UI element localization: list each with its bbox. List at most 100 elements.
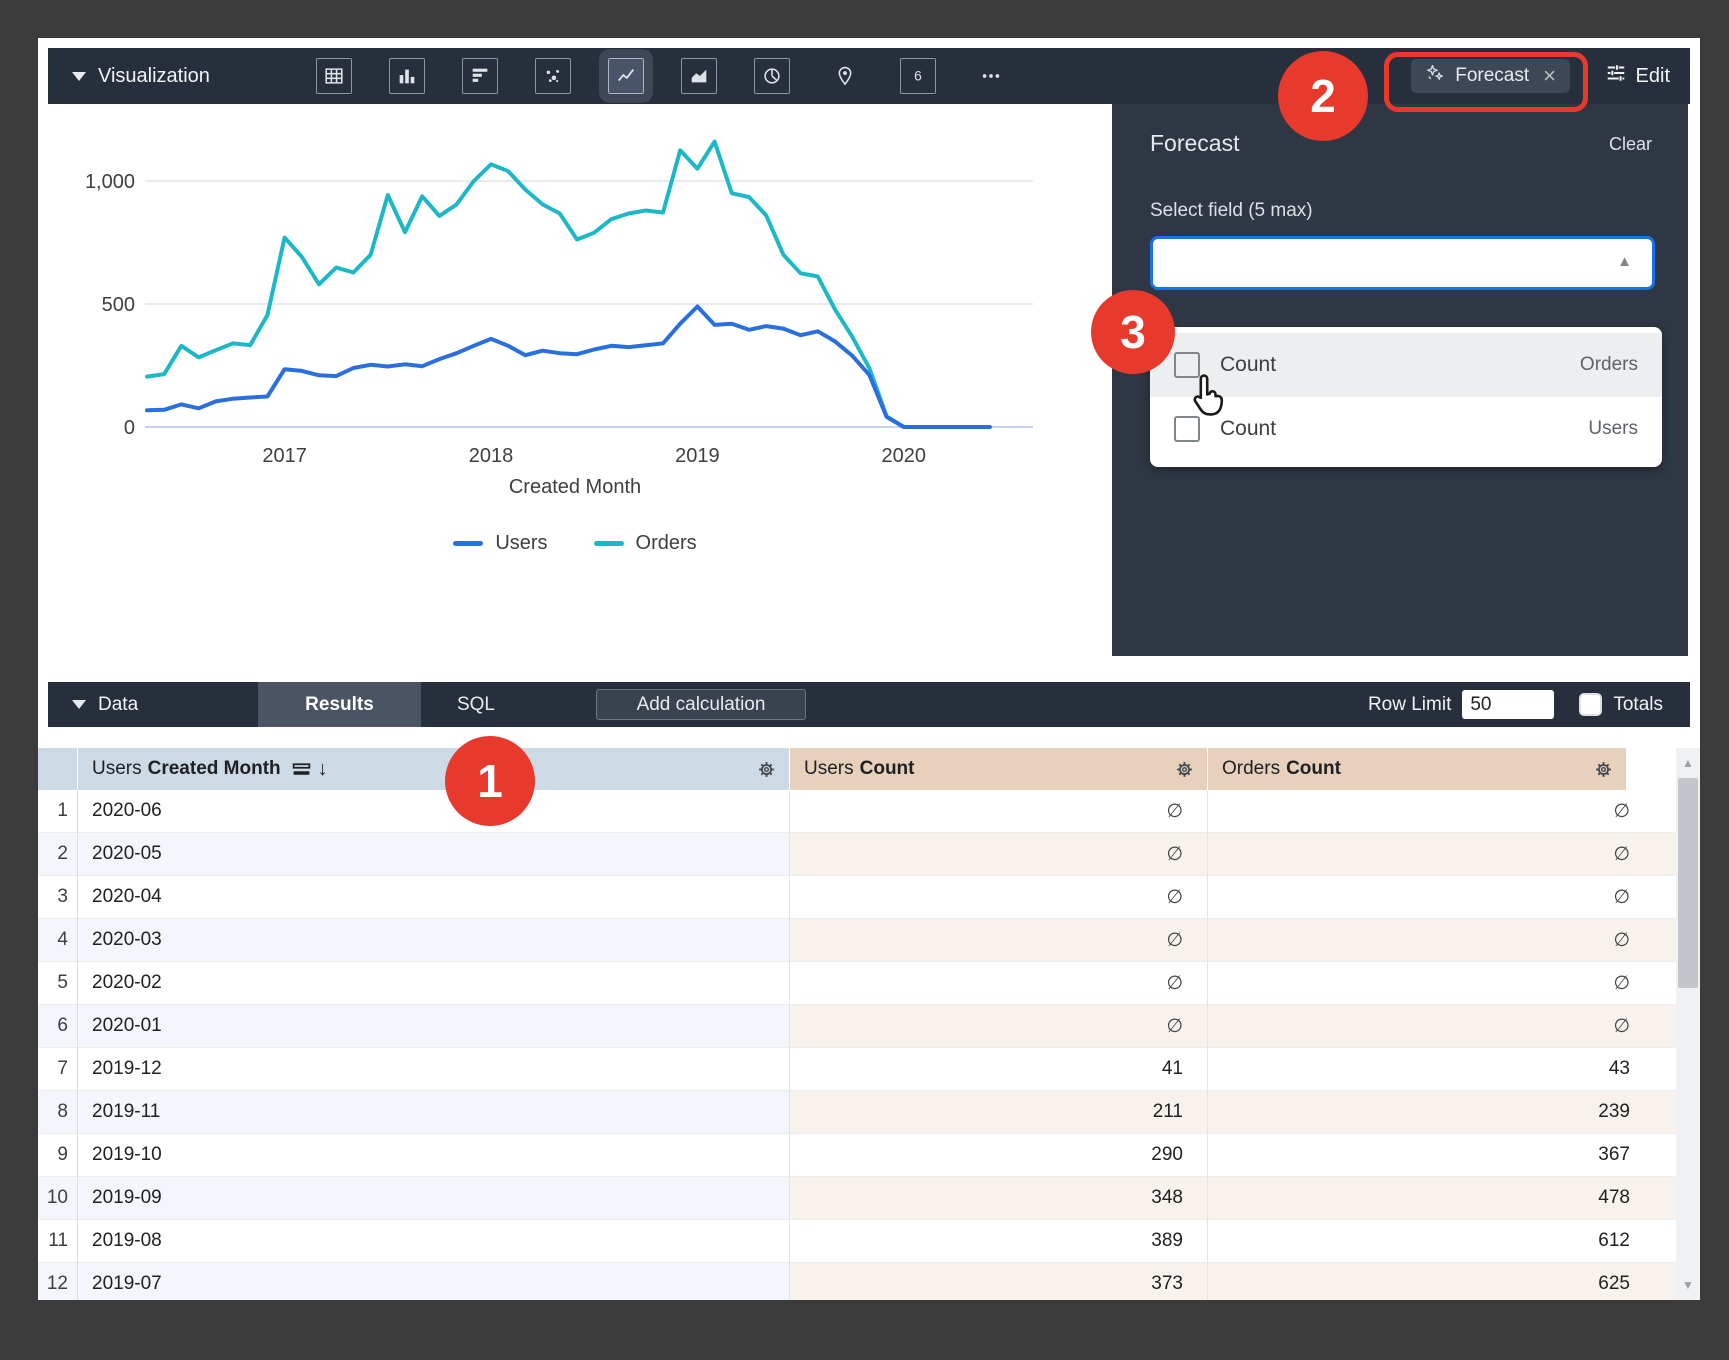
cell-users-count[interactable]: 389	[790, 1220, 1208, 1263]
single-value-icon[interactable]: 6	[900, 58, 936, 94]
map-pin-icon[interactable]	[827, 58, 863, 94]
area-chart-icon[interactable]	[681, 58, 717, 94]
vertical-scrollbar[interactable]: ▲ ▼	[1676, 748, 1700, 1300]
cell-created-month[interactable]: 2020-05	[78, 833, 790, 876]
cell-created-month[interactable]: 2019-11	[78, 1091, 790, 1134]
column-gear-icon[interactable]	[756, 759, 777, 780]
cell-users-count[interactable]: 348	[790, 1177, 1208, 1220]
cell-created-month[interactable]: 2019-12	[78, 1048, 790, 1091]
scrollbar-thumb[interactable]	[1678, 778, 1698, 988]
cell-users-count[interactable]: 41	[790, 1048, 1208, 1091]
cell-created-month[interactable]: 2020-03	[78, 919, 790, 962]
collapse-caret-icon[interactable]	[72, 71, 86, 81]
bar-chart-icon[interactable]	[389, 58, 425, 94]
cell-created-month-value: 2020-03	[92, 929, 162, 950]
row-number[interactable]: 5	[38, 962, 78, 1005]
collapse-caret-icon[interactable]	[72, 700, 86, 709]
cell-created-month[interactable]: 2019-07	[78, 1263, 790, 1300]
cell-orders-count[interactable]: ∅	[1208, 876, 1676, 919]
cell-users-count-value: ∅	[1166, 886, 1183, 908]
cell-orders-count[interactable]: ∅	[1208, 833, 1676, 876]
data-section-header[interactable]: Data	[72, 682, 138, 727]
row-number[interactable]: 8	[38, 1091, 78, 1134]
column-header-orders-count[interactable]: Orders Count	[1208, 748, 1626, 790]
collapse-arrow-icon[interactable]: ▲	[1617, 253, 1632, 270]
cell-users-count[interactable]: 211	[790, 1091, 1208, 1134]
cell-users-count[interactable]: ∅	[790, 919, 1208, 962]
cell-users-count[interactable]: 290	[790, 1134, 1208, 1177]
series-line-users[interactable]	[145, 304, 992, 429]
scroll-up-icon[interactable]: ▲	[1682, 756, 1694, 770]
visualization-section-header[interactable]: Visualization	[72, 48, 210, 104]
column-header-users-count[interactable]: Users Count	[790, 748, 1208, 790]
field-option-users-count[interactable]: Count Users	[1150, 397, 1662, 461]
cell-created-month[interactable]: 2020-06	[78, 790, 790, 833]
tab-sql[interactable]: SQL	[456, 694, 496, 715]
cell-orders-count[interactable]: ∅	[1208, 919, 1676, 962]
edit-button[interactable]: Edit	[1599, 59, 1676, 93]
row-number[interactable]: 9	[38, 1134, 78, 1177]
x-tick-label: 2017	[262, 445, 307, 467]
cell-orders-count[interactable]: 239	[1208, 1091, 1676, 1134]
cell-created-month[interactable]: 2019-09	[78, 1177, 790, 1220]
row-number[interactable]: 11	[38, 1220, 78, 1263]
row-number[interactable]: 3	[38, 876, 78, 919]
cell-created-month-value: 2020-02	[92, 972, 162, 993]
cell-orders-count[interactable]: 612	[1208, 1220, 1676, 1263]
row-number[interactable]: 1	[38, 790, 78, 833]
cell-users-count[interactable]: ∅	[790, 790, 1208, 833]
legend-item-orders[interactable]: Orders	[593, 532, 697, 555]
cell-users-count[interactable]: ∅	[790, 1005, 1208, 1048]
field-select-input[interactable]: ▲	[1150, 236, 1655, 290]
row-number[interactable]: 7	[38, 1048, 78, 1091]
row-number[interactable]: 6	[38, 1005, 78, 1048]
more-icon[interactable]	[973, 58, 1009, 94]
add-calculation-button[interactable]: Add calculation	[596, 689, 806, 720]
cell-created-month[interactable]: 2019-10	[78, 1134, 790, 1177]
clear-button[interactable]: Clear	[1608, 134, 1652, 154]
column-gear-icon[interactable]	[1593, 759, 1614, 780]
tab-results[interactable]: Results	[258, 682, 421, 727]
legend-item-users[interactable]: Users	[453, 532, 548, 555]
cell-orders-count[interactable]: ∅	[1208, 1005, 1676, 1048]
cell-users-count[interactable]: ∅	[790, 876, 1208, 919]
scatter-icon[interactable]	[535, 58, 571, 94]
cell-users-count[interactable]: 373	[790, 1263, 1208, 1300]
pie-chart-icon[interactable]	[754, 58, 790, 94]
line-chart-icon[interactable]	[599, 49, 653, 103]
forecast-button[interactable]: Forecast ×	[1411, 59, 1570, 93]
table-icon[interactable]	[316, 58, 352, 94]
cell-users-count[interactable]: ∅	[790, 962, 1208, 1005]
column-header-users-created-month[interactable]: Users Created Month ↓	[78, 748, 790, 790]
cell-created-month[interactable]: 2020-04	[78, 876, 790, 919]
cell-created-month[interactable]: 2020-01	[78, 1005, 790, 1048]
field-option-label: Count	[1220, 417, 1277, 440]
row-number[interactable]: 2	[38, 833, 78, 876]
totals-checkbox[interactable]	[1579, 693, 1603, 716]
cell-orders-count[interactable]: ∅	[1208, 790, 1676, 833]
row-number-value: 6	[57, 1015, 68, 1036]
row-number[interactable]: 4	[38, 919, 78, 962]
scroll-down-icon[interactable]: ▼	[1682, 1278, 1694, 1292]
cell-orders-count[interactable]: 367	[1208, 1134, 1676, 1177]
close-icon[interactable]: ×	[1543, 63, 1556, 88]
annotation-step-1: 1	[445, 736, 535, 826]
row-limit-input[interactable]	[1462, 690, 1555, 719]
cell-orders-count[interactable]: ∅	[1208, 962, 1676, 1005]
cell-created-month[interactable]: 2020-02	[78, 962, 790, 1005]
cell-orders-count[interactable]: 625	[1208, 1263, 1676, 1300]
cell-users-count-value: ∅	[1166, 843, 1183, 865]
table-row: 5 2020-02 ∅ ∅	[38, 962, 1700, 1005]
cell-orders-count[interactable]: 478	[1208, 1177, 1676, 1220]
row-number[interactable]: 10	[38, 1177, 78, 1220]
cell-orders-count[interactable]: 43	[1208, 1048, 1676, 1091]
column-gear-icon[interactable]	[1174, 759, 1195, 780]
cell-users-count[interactable]: ∅	[790, 833, 1208, 876]
cell-created-month[interactable]: 2019-08	[78, 1220, 790, 1263]
row-chart-icon[interactable]	[462, 58, 498, 94]
field-option-orders-count[interactable]: Count Orders	[1150, 333, 1662, 397]
field-checkbox[interactable]	[1174, 416, 1200, 442]
field-checkbox[interactable]	[1174, 352, 1200, 378]
row-number[interactable]: 12	[38, 1263, 78, 1300]
series-line-orders[interactable]	[145, 139, 992, 429]
